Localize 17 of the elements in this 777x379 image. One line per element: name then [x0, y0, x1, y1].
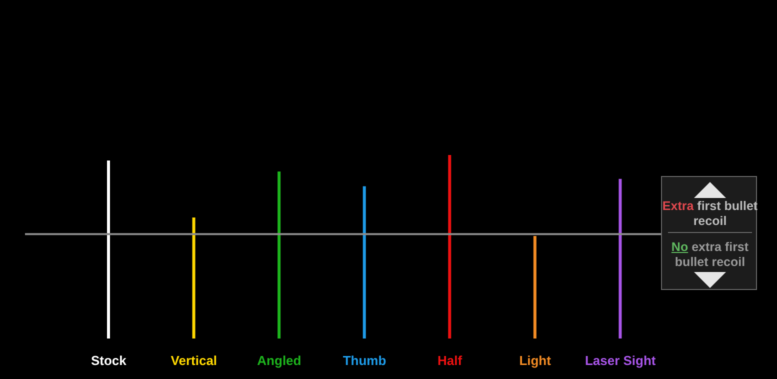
- bar: [618, 178, 622, 339]
- bar: [192, 218, 196, 339]
- x-tick-label: Angled: [257, 353, 302, 368]
- bar: [448, 154, 452, 339]
- annotation: Extra first bullet recoil: [662, 199, 758, 229]
- legend-box: Extra first bullet recoil No extra first bullet recoil: [661, 176, 757, 290]
- x-tick-label: Laser Sight: [584, 353, 656, 368]
- bar: [362, 186, 366, 339]
- x-tick-label: Thumb: [342, 353, 386, 368]
- bar: [278, 172, 281, 339]
- x-tick-label: Stock: [90, 353, 128, 368]
- x-tick-label: Light: [519, 353, 552, 368]
- bar: [533, 236, 536, 339]
- bar: [107, 160, 110, 339]
- annotation: No extra first bullet recoil: [670, 240, 750, 270]
- x-tick-label: Vertical: [170, 353, 218, 368]
- x-tick-label: Half: [438, 353, 463, 368]
